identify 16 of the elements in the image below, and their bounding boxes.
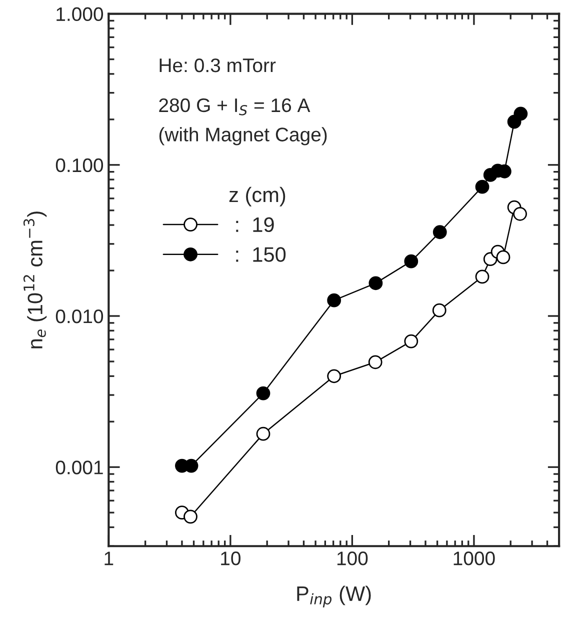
x-tick-label: 1 [104, 552, 114, 566]
x-tick-label: 10 [221, 551, 240, 566]
annotation: 280 G + I$_{S}$ = 16 A [159, 98, 310, 116]
legend-label: : 19 [236, 217, 274, 232]
y-tick-label: 0.100 [56, 158, 104, 172]
x-tick-label: 100 [337, 551, 368, 566]
annotation: (with Magnet Cage) [159, 127, 327, 146]
legend-title: z (cm) [229, 186, 286, 206]
y-tick-label: 0.001 [56, 460, 103, 474]
y-tick-label: 1.000 [56, 7, 104, 22]
y-axis-title: n$_{e}$ (10$^{12}$ cm$^{−3}$) [23, 212, 47, 348]
x-axis-title: P$_{inp}$ (W) [297, 586, 371, 608]
legend-label: : 150 [236, 247, 286, 262]
y-tick-label: 0.010 [56, 309, 104, 324]
x-tick-label: 1000 [454, 551, 495, 566]
annotation: He: 0.3 mTorr [160, 58, 276, 72]
